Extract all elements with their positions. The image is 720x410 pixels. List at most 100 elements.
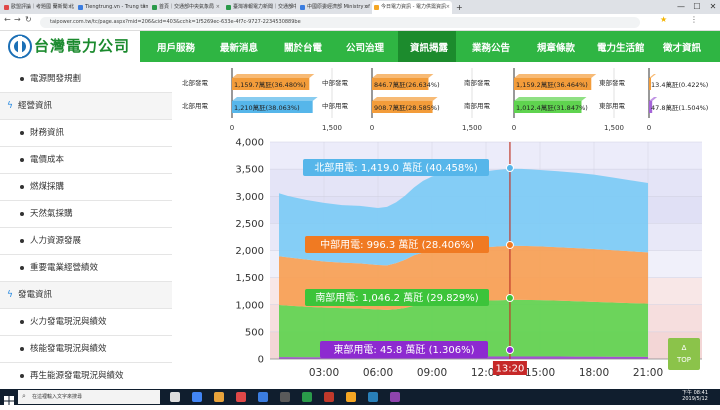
nav-item[interactable]: 業務公告 [472, 43, 511, 54]
tab-close-icon[interactable]: × [445, 4, 450, 10]
nav-item[interactable]: 資訊揭露 [410, 43, 449, 54]
sidebar-item[interactable]: 核能發電現況與績效 [0, 336, 172, 363]
nav-item[interactable]: 用戶服務 [157, 43, 196, 54]
taskbar-app-icon[interactable] [192, 392, 202, 402]
bullet-icon [20, 212, 24, 216]
maximize-button[interactable]: ☐ [693, 2, 701, 11]
bar-3d-top [649, 97, 658, 101]
main-content: 北部發電 1,159.7萬瓩(36.480%) 北部用電 1,210萬瓩(38.063… [172, 62, 720, 389]
tab-close-icon[interactable]: × [289, 4, 294, 10]
sidebar-section-header[interactable]: ϟ 發電資訊 [0, 282, 172, 309]
bar-3d-top [649, 74, 656, 78]
browser-tab[interactable]: 今日電力資訊 - 電力供需資訊 × [372, 1, 452, 14]
browser-tab-label: Tiengtrung.vn - Trung tâm tiếng... [85, 4, 148, 10]
bullet-icon [20, 239, 24, 243]
bar-mark [649, 78, 651, 90]
up-arrow-icon: ∆ [681, 344, 687, 352]
tab-favicon-icon [374, 5, 379, 10]
series-tooltip-label: 北部用電: 1,419.0 萬瓩 (40.458%) [314, 161, 477, 174]
taskbar-app-icon[interactable] [302, 392, 312, 402]
taskbar-app-icon[interactable] [390, 392, 400, 402]
tab-close-icon[interactable]: × [215, 4, 220, 10]
minimize-button[interactable]: — [677, 2, 685, 11]
close-window-button[interactable]: ✕ [709, 2, 717, 11]
tab-favicon-icon [152, 5, 157, 10]
lightning-icon: ϟ [7, 290, 13, 300]
tab-close-icon[interactable]: × [141, 4, 146, 10]
power-chart: 北部發電 1,159.7萬瓩(36.480%) 北部用電 1,210萬瓩(38.063… [182, 68, 708, 379]
back-icon[interactable]: ← [4, 15, 11, 24]
reload-icon[interactable]: ↻ [25, 15, 32, 24]
bar-data-label: 1,159.2萬瓩(36.464%) [516, 80, 588, 89]
cursor-time-label: 13:20 [496, 364, 525, 375]
sidebar-item[interactable]: 重要電業經營績效 [0, 255, 172, 282]
sidebar-item[interactable]: 財務資訊 [0, 120, 172, 147]
browser-tab[interactable]: Tiengtrung.vn - Trung tâm tiếng...× [76, 1, 148, 14]
browser-tab[interactable]: 歐盟評論｜考題國 蘭新聞 北部...× [2, 1, 74, 14]
bar-data-label: 846.7萬瓩(26.634%) [374, 80, 440, 89]
taskbar-app-icon[interactable] [346, 392, 356, 402]
lightning-icon: ϟ [7, 101, 13, 111]
bullet-icon [20, 131, 24, 135]
sidebar-item[interactable]: 電源開發規劃 [0, 66, 172, 93]
bar-category-label: 南部用電 [464, 101, 491, 110]
bar-3d-top [232, 97, 318, 101]
back-to-top-button[interactable]: ∆ TOP [668, 338, 700, 370]
bar-3d-top [514, 74, 597, 78]
nav-item[interactable]: 電力生活館 [597, 43, 645, 54]
bar-mark [372, 78, 429, 90]
sidebar-section-label: 發電資訊 [18, 290, 53, 300]
bar-category-label: 北部發電 [182, 78, 209, 87]
browser-tab[interactable]: 中國原委經濟部 Ministry of Eco...× [298, 1, 370, 14]
nav-item[interactable]: 規章條款 [537, 43, 576, 54]
nav-item[interactable]: 最新消息 [220, 43, 259, 54]
browser-tab-label: 首頁｜交通部中央氣象局 [159, 4, 215, 10]
taskbar-clock[interactable]: 下午 08:41 2019/5/12 [672, 390, 718, 402]
nav-item[interactable]: 關於台電 [284, 43, 323, 54]
browser-menu-icon[interactable]: ⋮ [690, 15, 698, 24]
sidebar-item[interactable]: 電價成本 [0, 147, 172, 174]
bullet-icon [20, 77, 24, 81]
sidebar-section-header[interactable]: ϟ 經營資訊 [0, 93, 172, 120]
sidebar-item-label: 火力發電現況與績效 [30, 317, 107, 327]
nav-item[interactable]: 公司治理 [346, 43, 385, 54]
bookmark-star-icon[interactable]: ★ [660, 15, 668, 24]
x-tick-label: 21:00 [633, 367, 663, 379]
bar-data-label: 1,159.7萬瓩(36.480%) [234, 80, 306, 89]
sidebar-item-label: 財務資訊 [30, 128, 65, 138]
taskbar-app-icon[interactable] [368, 392, 378, 402]
series-tooltip [305, 289, 489, 306]
bar-mark [514, 101, 582, 113]
new-tab-button[interactable]: + [456, 3, 463, 12]
browser-tab[interactable]: 臺灣導報電力新聞｜交通部中央...× [224, 1, 296, 14]
bullet-icon [20, 320, 24, 324]
y-tick-label: 0 [258, 355, 264, 366]
taskbar-app-icon[interactable] [170, 392, 180, 402]
url-input[interactable]: taipower.com.tw/tc/page.aspx?mid=206&cid… [40, 17, 640, 28]
browser-tab[interactable]: 首頁｜交通部中央氣象局 × [150, 1, 222, 14]
sidebar-item[interactable]: 天然氣採購 [0, 201, 172, 228]
taskbar-app-icon[interactable] [324, 392, 334, 402]
sidebar-item[interactable]: 燃煤採購 [0, 174, 172, 201]
sidebar-item[interactable]: 火力發電現況與績效 [0, 309, 172, 336]
sidebar-item-label: 核能發電現況與績效 [30, 344, 107, 354]
taskbar-app-icon[interactable] [214, 392, 224, 402]
tab-close-icon[interactable]: × [363, 4, 368, 10]
panel-x-tick: 1,500 [462, 124, 482, 132]
forward-icon[interactable]: → [14, 15, 21, 24]
panel-x-tick: 0 [512, 124, 516, 132]
sidebar-item-label: 電價成本 [30, 155, 65, 165]
sidebar-item[interactable]: 再生能源發電現況與績效 [0, 363, 172, 390]
taskbar-app-icon[interactable] [236, 392, 246, 402]
taskbar-search-input[interactable]: 在這裡輸入文字來搜尋 [18, 390, 160, 404]
bar-mark [372, 101, 433, 113]
taskbar-app-icon[interactable] [280, 392, 290, 402]
bar-category-label: 中部用電 [322, 101, 349, 110]
sidebar-item[interactable]: 人力資源發展 [0, 228, 172, 255]
tab-favicon-icon [300, 5, 305, 10]
nav-item[interactable]: 徵才資訊 [663, 43, 702, 54]
windows-start-icon[interactable] [4, 391, 14, 406]
tab-close-icon[interactable]: × [67, 4, 72, 10]
bullet-icon [20, 374, 24, 378]
taskbar-app-icon[interactable] [258, 392, 268, 402]
